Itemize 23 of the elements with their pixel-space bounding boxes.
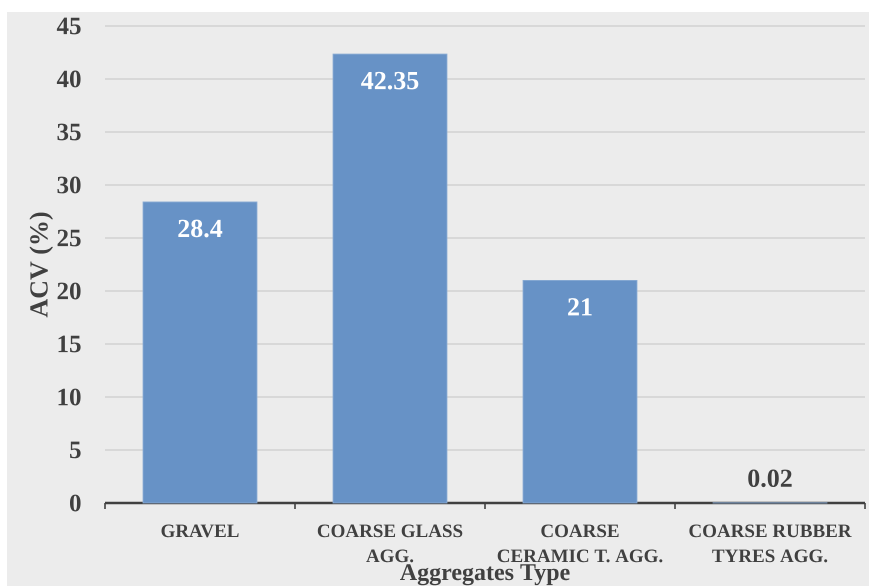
y-tick-label: 10: [58, 388, 81, 406]
y-tick-label: 20: [58, 282, 81, 300]
y-tick-label: 0: [70, 494, 81, 512]
y-axis-title: ACV (%): [29, 212, 53, 318]
x-axis-title: Aggregates Type: [400, 564, 570, 586]
y-tick-label: 35: [57, 124, 81, 140]
x-tick-label: GRAVEL: [162, 524, 239, 538]
x-tick-label: COARSE RUBBER TYRES AGG.: [689, 524, 852, 562]
data-label: 21: [568, 298, 592, 316]
bar: [332, 54, 448, 504]
y-tick-label: 40: [56, 70, 81, 88]
y-tick-label: 25: [58, 230, 81, 246]
data-label: 42.35: [361, 72, 418, 90]
y-tick-label: 30: [57, 176, 81, 194]
y-tick-label: 15: [58, 336, 81, 352]
y-tick-label: 45: [56, 18, 81, 34]
y-tick-label: 5: [70, 442, 81, 458]
x-tick-label: COARSE CERAMIC T. AGG.: [498, 524, 662, 562]
data-label: 28.4: [178, 220, 222, 238]
bar: [522, 280, 638, 504]
x-tick-label: COARSE GLASS AGG.: [318, 524, 462, 562]
data-label: 0.02: [748, 469, 792, 488]
bar: [142, 202, 258, 504]
